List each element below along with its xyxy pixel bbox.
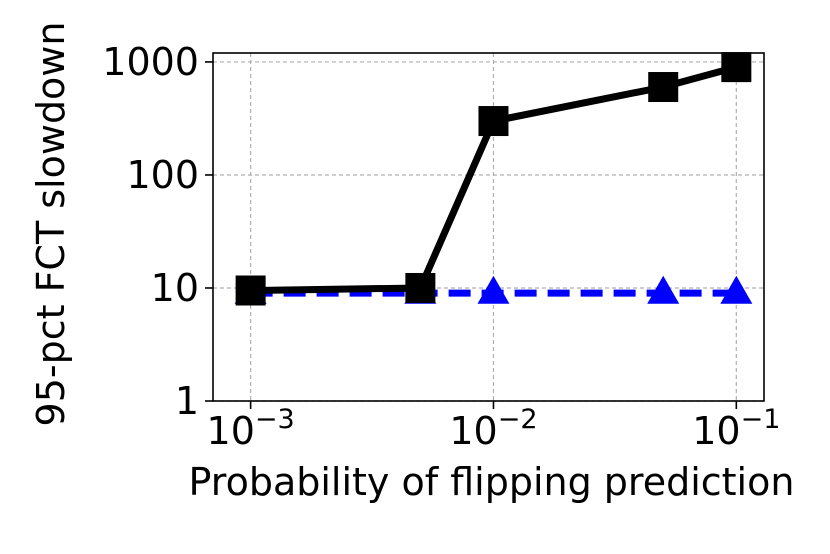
plot-frame [212, 52, 765, 402]
x-tick-label: 10−2 [449, 404, 537, 453]
data-point-square [648, 72, 679, 103]
grid-layer [213, 53, 764, 402]
tick-layer: 10−3 10−2 10−1 1 10 100 1000 [102, 40, 780, 453]
y-tick-label: 100 [126, 153, 199, 197]
data-point-triangle [720, 275, 753, 304]
x-axis-label: Probability of flipping prediction [189, 460, 795, 504]
data-point-square [478, 106, 509, 137]
y-tick-label: 1 [175, 379, 199, 423]
series-layer [234, 52, 753, 306]
x-tick-label: 10−1 [692, 404, 780, 453]
data-point-triangle [477, 275, 510, 304]
y-tick-label: 10 [151, 266, 199, 310]
x-tick-label: 10−3 [207, 404, 295, 453]
y-axis-label: 95-pct FCT slowdown [29, 22, 73, 427]
data-point-square [235, 275, 266, 306]
y-tick-label: 1000 [102, 40, 199, 84]
data-point-square [405, 272, 436, 303]
data-point-square [721, 52, 752, 83]
data-point-triangle [647, 275, 680, 304]
